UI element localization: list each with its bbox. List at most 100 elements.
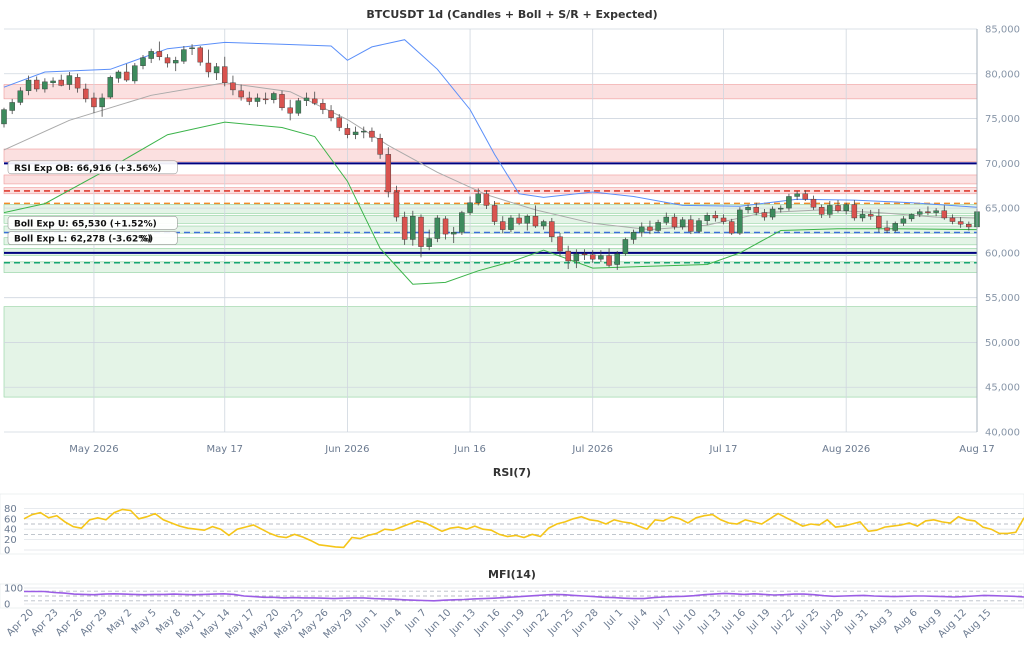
- candle-body: [892, 223, 898, 231]
- mfi-panel-title: MFI(14): [488, 568, 536, 581]
- candle-body: [647, 226, 653, 231]
- mfi-y-tick-label: 0: [4, 600, 10, 611]
- candle-body: [786, 196, 792, 209]
- candle-body: [361, 130, 367, 133]
- candle-body: [917, 211, 923, 215]
- bottom-date-label: Jul 22: [769, 607, 797, 635]
- bottom-date-label: Jul 10: [671, 607, 699, 635]
- candle-body: [181, 49, 187, 62]
- candle-body: [524, 215, 531, 224]
- candle-body: [246, 97, 253, 102]
- mfi-panel-frame: [0, 583, 1024, 609]
- candle-body: [622, 239, 629, 254]
- candle-body: [328, 110, 334, 118]
- bottom-date-label: Jul 1: [602, 607, 626, 631]
- candle-body: [91, 97, 97, 108]
- candle-body: [83, 88, 89, 100]
- zone-resistance-2: [3, 174, 978, 185]
- candle-body: [639, 226, 645, 233]
- annotation-label: Boll Exp L: 62,278 (-3.62%): [14, 235, 151, 245]
- candle-body: [818, 207, 825, 215]
- candle-body: [156, 51, 163, 57]
- candle-body: [778, 207, 784, 210]
- bottom-date-label: Jul 16: [720, 607, 748, 635]
- candle-body: [835, 205, 841, 211]
- candle-body: [467, 202, 473, 213]
- bollinger-upper-line: [3, 39, 978, 208]
- candle-body: [925, 211, 931, 213]
- zone-resistance-1: [3, 148, 978, 162]
- candle-body: [491, 205, 498, 222]
- bottom-date-label: Jun 28: [570, 607, 601, 638]
- candle-body: [966, 224, 972, 228]
- candle-body: [311, 98, 318, 104]
- candle-body: [573, 253, 580, 262]
- y-tick-label: 85,000: [985, 25, 1020, 36]
- rsi-y-tick-label: 0: [4, 546, 10, 557]
- candle-body: [238, 90, 244, 98]
- candle-body: [459, 212, 465, 233]
- annotation-label: RSI Exp OB: 66,916 (+3.56%): [14, 164, 162, 174]
- candle-body: [688, 219, 694, 232]
- bottom-date-label: Jun 22: [521, 607, 552, 638]
- candle-body: [352, 131, 359, 135]
- candle-body: [254, 97, 261, 102]
- candle-body: [557, 236, 563, 252]
- x-tick-label: Jun 2026: [324, 444, 369, 455]
- bottom-date-label: Jun 10: [423, 607, 454, 638]
- candle-body: [410, 215, 416, 240]
- candle-body: [696, 220, 702, 232]
- x-tick-label: Aug 2026: [822, 444, 870, 455]
- x-tick-label: Aug 17: [959, 444, 994, 455]
- candle-body: [1, 109, 7, 125]
- candle-body: [9, 102, 15, 111]
- candle-body: [802, 193, 809, 200]
- candle-body: [851, 204, 858, 219]
- candle-body: [549, 221, 555, 237]
- candle-body: [867, 214, 874, 217]
- rsi-y-tick-label: 80: [4, 504, 17, 515]
- candle-body: [508, 217, 514, 230]
- candle-body: [794, 193, 800, 197]
- y-tick-label: 70,000: [985, 159, 1020, 170]
- candle-body: [164, 57, 171, 64]
- candle-body: [483, 193, 490, 206]
- candle-body: [761, 212, 768, 218]
- candle-body: [679, 219, 686, 228]
- bottom-date-label: Jul 28: [818, 607, 846, 635]
- y-tick-label: 40,000: [985, 428, 1020, 439]
- bottom-date-label: Jul 4: [626, 607, 650, 631]
- candle-body: [769, 208, 776, 218]
- candle-body: [565, 250, 571, 262]
- bottom-date-label: Jun 25: [545, 607, 576, 638]
- y-tick-label: 55,000: [985, 293, 1020, 304]
- candle-body: [900, 218, 907, 224]
- candle-body: [42, 81, 48, 90]
- x-tick-label: Jun 16: [453, 444, 486, 455]
- candle-body: [884, 227, 890, 231]
- candle-body: [320, 103, 326, 110]
- candle-body: [99, 97, 105, 108]
- candle-body: [58, 79, 64, 86]
- candle-body: [745, 207, 751, 211]
- candle-body: [442, 218, 449, 235]
- candle-body: [189, 47, 195, 50]
- candle-body: [213, 66, 220, 74]
- candle-body: [74, 77, 81, 89]
- candle-body: [107, 77, 114, 98]
- candle-body: [728, 221, 735, 234]
- candle-body: [581, 253, 588, 255]
- bottom-date-label: Jun 13: [447, 607, 478, 638]
- candle-body: [401, 216, 408, 240]
- bottom-date-label: Jun 16: [472, 607, 503, 638]
- candle-body: [630, 232, 637, 240]
- candle-body: [933, 210, 939, 213]
- annotation-overlap-fragment: %): [140, 235, 153, 245]
- candle-body: [197, 47, 203, 63]
- candle-body: [17, 90, 24, 103]
- candle-body: [500, 221, 506, 230]
- candle-body: [941, 210, 948, 219]
- rsi-y-tick-label: 40: [4, 525, 17, 536]
- candle-body: [344, 128, 351, 135]
